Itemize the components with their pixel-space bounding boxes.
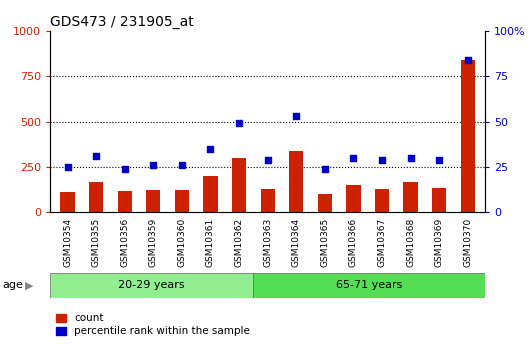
Text: GSM10359: GSM10359: [149, 218, 158, 267]
Text: GSM10366: GSM10366: [349, 218, 358, 267]
Text: GSM10355: GSM10355: [92, 218, 101, 267]
Bar: [50, 273, 253, 298]
Text: GSM10360: GSM10360: [178, 218, 187, 267]
Point: [378, 157, 386, 162]
Point: [63, 164, 72, 170]
Point: [263, 157, 272, 162]
Text: GSM10364: GSM10364: [292, 218, 301, 267]
Point: [321, 166, 329, 171]
Text: GSM10361: GSM10361: [206, 218, 215, 267]
Point: [292, 114, 301, 119]
Text: GSM10362: GSM10362: [235, 218, 244, 267]
Bar: [146, 189, 161, 212]
Point: [120, 166, 129, 171]
Point: [178, 162, 186, 168]
Bar: [289, 150, 303, 212]
Bar: [432, 188, 446, 212]
Point: [435, 157, 444, 162]
Legend: count, percentile rank within the sample: count, percentile rank within the sample: [56, 313, 250, 336]
Bar: [317, 194, 332, 212]
Point: [407, 155, 415, 160]
Text: GSM10365: GSM10365: [320, 218, 329, 267]
Point: [149, 162, 157, 168]
Bar: [204, 176, 218, 212]
Bar: [175, 189, 189, 212]
Point: [349, 155, 358, 160]
Text: GSM10367: GSM10367: [377, 218, 386, 267]
Text: 20-29 years: 20-29 years: [118, 280, 185, 290]
Bar: [118, 191, 132, 212]
Bar: [461, 60, 475, 212]
Bar: [375, 189, 389, 212]
Text: GDS473 / 231905_at: GDS473 / 231905_at: [50, 14, 194, 29]
Bar: [89, 182, 103, 212]
Bar: [261, 189, 275, 212]
Text: GSM10356: GSM10356: [120, 218, 129, 267]
Text: ▶: ▶: [25, 280, 34, 290]
Bar: [403, 182, 418, 212]
Text: GSM10368: GSM10368: [406, 218, 415, 267]
Text: GSM10369: GSM10369: [435, 218, 444, 267]
Bar: [232, 158, 246, 212]
Text: GSM10354: GSM10354: [63, 218, 72, 267]
Text: age: age: [3, 280, 23, 290]
Point: [206, 146, 215, 151]
Text: 65-71 years: 65-71 years: [336, 280, 402, 290]
Bar: [346, 185, 360, 212]
Bar: [253, 273, 485, 298]
Text: GSM10370: GSM10370: [463, 218, 472, 267]
Text: GSM10363: GSM10363: [263, 218, 272, 267]
Bar: [60, 192, 75, 212]
Point: [464, 57, 472, 63]
Point: [92, 153, 100, 159]
Point: [235, 121, 243, 126]
